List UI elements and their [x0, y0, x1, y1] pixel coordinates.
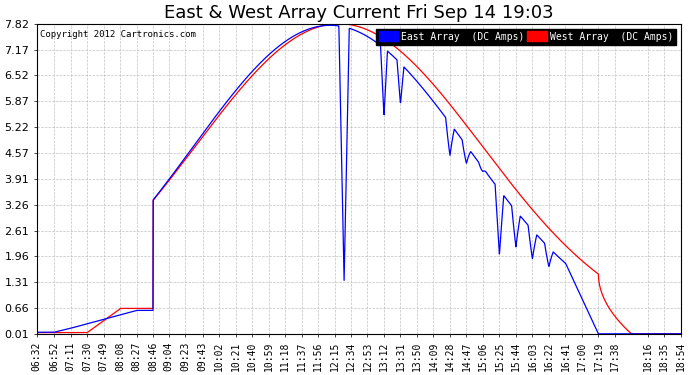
Text: Copyright 2012 Cartronics.com: Copyright 2012 Cartronics.com [40, 30, 196, 39]
Legend: East Array  (DC Amps), West Array  (DC Amps): East Array (DC Amps), West Array (DC Amp… [376, 28, 676, 45]
Title: East & West Array Current Fri Sep 14 19:03: East & West Array Current Fri Sep 14 19:… [164, 4, 553, 22]
